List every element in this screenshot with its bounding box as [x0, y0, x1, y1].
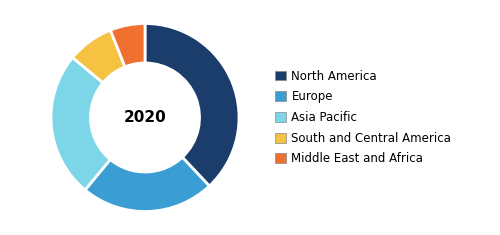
Wedge shape	[145, 24, 239, 186]
Wedge shape	[51, 58, 110, 190]
Text: 2020: 2020	[124, 110, 166, 125]
Wedge shape	[85, 157, 210, 212]
Wedge shape	[72, 30, 125, 83]
Wedge shape	[110, 24, 145, 67]
Legend: North America, Europe, Asia Pacific, South and Central America, Middle East and : North America, Europe, Asia Pacific, Sou…	[275, 70, 452, 165]
